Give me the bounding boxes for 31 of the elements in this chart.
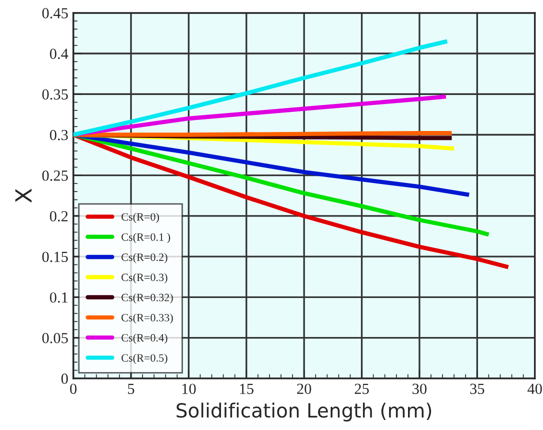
y-tick-label: 0.3 [50, 130, 68, 140]
x-axis-title: Solidification Length (mm) [176, 402, 432, 422]
y-tick-label: 0.05 [42, 332, 68, 344]
x-tick-label: 35 [470, 384, 484, 394]
legend-label: Cs(R=0.33) [122, 314, 173, 324]
legend-label: Cs(R=0.3) [122, 273, 168, 284]
line-series [73, 94, 448, 137]
y-tick-label: 0.15 [42, 252, 68, 262]
legend-label: Cs(R=0.32) [122, 293, 173, 304]
legend-label: Cs(R=0.2) [122, 253, 168, 264]
y-tick-label: 0.1 [50, 292, 68, 303]
legend-label: Cs(R=0.4) [122, 334, 168, 344]
x-tick-label: 15 [240, 384, 254, 394]
y-tick-label: 0.2 [50, 211, 68, 222]
x-tick-label: 20 [297, 384, 312, 394]
x-tick-label: 25 [354, 384, 369, 394]
y-axis-title: X [15, 188, 32, 203]
x-tick-label: 5 [128, 384, 134, 394]
y-tick-label: 0.25 [42, 170, 68, 181]
legend-label: Cs(R=0) [122, 212, 159, 223]
y-tick-label: 0 [61, 374, 68, 384]
y-tick-label: 0.4 [50, 48, 68, 60]
x-tick-label: 10 [182, 384, 196, 394]
y-tick-label: 0.45 [42, 8, 68, 18]
x-tick-label: 40 [528, 384, 542, 394]
x-tick-label: 30 [412, 384, 427, 394]
legend-label: Cs(R=0.1 ) [122, 233, 170, 244]
legend-label: Cs(R=0.5) [122, 354, 168, 364]
x-tick-label: 0 [70, 384, 77, 394]
line-series [73, 39, 450, 137]
y-tick-label: 0.35 [42, 89, 68, 100]
